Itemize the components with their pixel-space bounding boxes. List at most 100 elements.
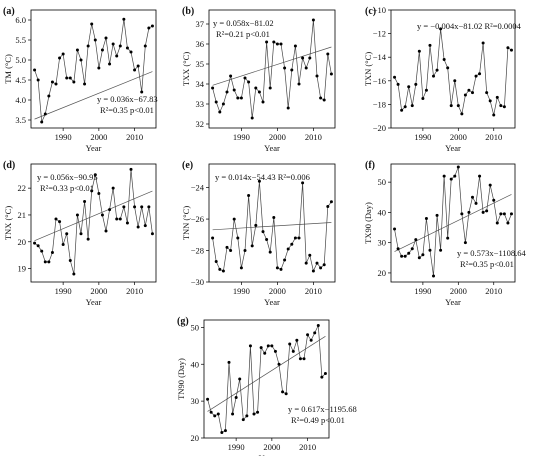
data-point — [414, 238, 418, 242]
x-axis-title: Year — [264, 297, 280, 307]
data-point — [250, 116, 254, 120]
x-tick-label: 1990 — [233, 286, 250, 296]
data-point — [104, 36, 108, 40]
data-point — [481, 210, 485, 214]
data-point — [150, 24, 154, 28]
panel-g: (g) 1990 2000 2010 20 30 40 50 Year TN90 (Day) y =… — [176, 316, 357, 456]
panel-letter: (a) — [3, 6, 15, 17]
data-point — [329, 72, 333, 76]
data-point — [268, 250, 272, 254]
data-point — [424, 216, 428, 220]
data-point — [236, 96, 240, 100]
x-tick-label: 2000 — [90, 286, 107, 296]
data-point — [58, 220, 62, 224]
data-point — [396, 247, 400, 251]
data-point — [232, 88, 236, 92]
x-tick-label: 2010 — [485, 132, 502, 142]
y-tick-label: −14 — [373, 52, 387, 62]
data-point — [485, 209, 489, 213]
data-point — [100, 48, 104, 52]
panel-letter: (g) — [177, 316, 189, 327]
data-point — [316, 324, 320, 328]
panel-letter: (c) — [365, 6, 376, 17]
y-axis-title: TM (°C) — [3, 54, 13, 84]
series-line — [212, 19, 332, 119]
trend-line — [212, 222, 332, 231]
data-point — [319, 96, 323, 100]
data-point — [243, 76, 247, 80]
data-point — [463, 241, 467, 245]
data-point — [218, 267, 222, 271]
data-point — [407, 251, 411, 255]
panel-a: (a) 1990 2000 2010 3.5 4.0 4.5 5.0 5.5 6.0 Year TM … — [3, 6, 158, 153]
data-point — [61, 242, 65, 246]
data-point — [61, 52, 65, 56]
data-point — [257, 90, 261, 94]
data-point — [308, 56, 312, 60]
data-point — [213, 414, 217, 418]
data-point — [304, 261, 308, 265]
y-tick-label: 40 — [378, 207, 387, 217]
y-tick-label: 22 — [18, 183, 27, 193]
data-point — [68, 259, 72, 263]
data-point — [129, 167, 133, 171]
data-point — [136, 225, 140, 229]
data-point — [150, 232, 154, 236]
data-point — [247, 193, 251, 197]
x-tick-label: 1990 — [55, 132, 72, 142]
plot-frame — [208, 9, 336, 129]
regression-annotation: R²=0.49 p<0.01 — [291, 415, 345, 425]
trend-line — [207, 336, 326, 412]
data-point — [279, 267, 283, 271]
data-point — [214, 100, 218, 104]
data-point — [393, 75, 397, 79]
data-point — [403, 254, 407, 258]
regression-annotation: y = 0.056x−90.95 — [37, 172, 98, 182]
data-point — [309, 338, 313, 342]
data-point — [75, 213, 79, 217]
data-point — [263, 351, 267, 355]
data-point — [90, 22, 94, 26]
data-point — [481, 41, 485, 45]
data-point — [329, 200, 333, 204]
data-point — [111, 42, 115, 46]
data-point — [111, 186, 115, 190]
data-point — [261, 230, 265, 234]
data-point — [279, 42, 283, 46]
x-tick-label: 2000 — [90, 132, 107, 142]
data-point — [495, 221, 499, 225]
data-point — [308, 253, 312, 257]
data-point — [315, 74, 319, 78]
data-point — [272, 40, 276, 44]
data-point — [495, 95, 499, 99]
regression-annotation: R²=0.35 p<0.01 — [460, 259, 514, 269]
data-point — [509, 48, 513, 52]
y-tick-label: −10 — [373, 5, 386, 15]
x-tick-label: 2010 — [126, 286, 143, 296]
regression-annotation: R²=0.35 p<0.01 — [100, 105, 154, 115]
x-tick-label: 2000 — [269, 132, 286, 142]
data-point — [239, 96, 243, 100]
data-point — [97, 192, 101, 195]
data-point — [83, 200, 87, 204]
y-tick-label: −18 — [373, 99, 386, 109]
data-point — [293, 44, 297, 48]
regression-annotation: y = −0.004x−81.02 R²=0.0004 — [417, 21, 522, 31]
data-point — [93, 38, 97, 42]
data-point — [463, 93, 467, 97]
data-point — [232, 217, 236, 221]
data-point — [290, 242, 294, 246]
data-point — [143, 224, 147, 228]
data-point — [33, 241, 37, 245]
y-tick-label: 35 — [196, 59, 205, 69]
data-point — [417, 49, 421, 53]
data-point — [439, 248, 443, 252]
data-point — [453, 79, 457, 83]
data-point — [68, 76, 72, 80]
data-point — [250, 244, 254, 248]
data-point — [467, 88, 471, 92]
data-point — [478, 174, 482, 178]
data-point — [315, 261, 319, 265]
data-point — [40, 249, 44, 253]
data-point — [270, 344, 274, 348]
